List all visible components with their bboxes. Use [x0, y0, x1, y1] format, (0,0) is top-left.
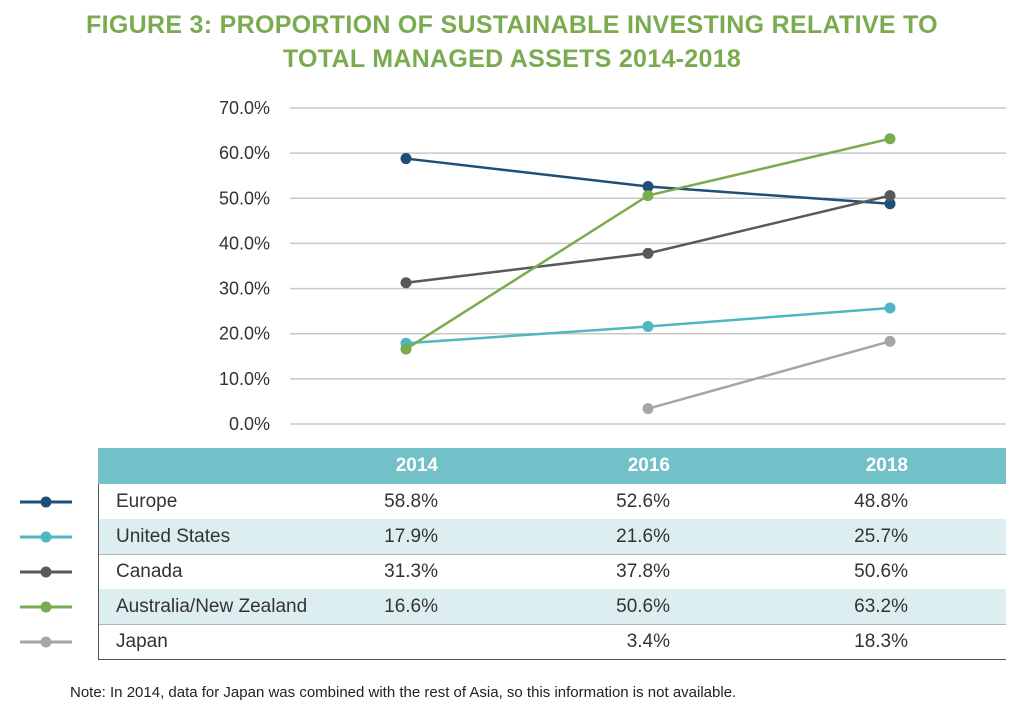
legend-label: United States	[116, 526, 231, 547]
data-label: 52.6%	[616, 491, 670, 512]
y-tick-label: 70.0%	[219, 98, 270, 118]
legend-label: Japan	[116, 631, 168, 652]
table-row: Japan 3.4% 18.3%	[98, 624, 1006, 659]
chart-note: Note: In 2014, data for Japan was combin…	[70, 684, 737, 701]
legend-marker	[20, 496, 72, 508]
table-bottom-border	[98, 659, 1006, 660]
data-label: 50.6%	[616, 596, 670, 617]
data-label: 58.8%	[384, 491, 438, 512]
data-point	[642, 181, 654, 193]
data-point	[400, 153, 412, 165]
data-point	[884, 133, 896, 145]
legend-label: Australia/New Zealand	[116, 596, 308, 617]
data-label	[318, 624, 438, 659]
data-point	[884, 190, 896, 202]
legend-marker	[20, 601, 72, 613]
data-label: 17.9%	[384, 526, 438, 547]
chart-title-line-1: FIGURE 3: PROPORTION OF SUSTAINABLE INVE…	[86, 11, 938, 39]
chart-title: FIGURE 3: PROPORTION OF SUSTAINABLE INVE…	[0, 8, 1024, 76]
data-label: 21.6%	[616, 526, 670, 547]
y-tick-label: 10.0%	[219, 369, 270, 389]
legend-marker	[20, 636, 72, 648]
series-line-2	[405, 194, 891, 284]
data-label: 63.2%	[854, 596, 908, 617]
row-divider	[98, 624, 1006, 625]
data-label: 18.3%	[854, 631, 908, 652]
table-row: Australia/New Zealand 16.6% 50.6% 63.2%	[98, 589, 1006, 624]
data-label: 48.8%	[854, 491, 908, 512]
y-tick-label: 40.0%	[219, 233, 270, 253]
y-tick-label: 50.0%	[219, 188, 270, 208]
table-left-border	[98, 484, 99, 659]
table-header-2016: 2016	[627, 455, 670, 476]
table-header-2014: 2014	[395, 455, 438, 476]
table-row: Europe 58.8% 52.6% 48.8%	[98, 484, 1006, 519]
table-header: 2014 2016 2018	[98, 448, 1006, 484]
data-label: 3.4%	[626, 631, 670, 652]
data-label: 50.6%	[854, 561, 908, 582]
y-tick-label: 0.0%	[229, 414, 270, 434]
series-line-4	[647, 340, 891, 410]
data-point	[884, 198, 896, 210]
data-label: 37.8%	[616, 561, 670, 582]
y-tick-label: 30.0%	[219, 279, 270, 299]
table-row: United States 17.9% 21.6% 25.7%	[98, 519, 1006, 554]
data-point	[400, 343, 412, 355]
y-tick-label: 60.0%	[219, 143, 270, 163]
line-chart: 0.0% 10.0% 20.0% 30.0% 40.0% 50.0% 60.0% 70.0%	[219, 98, 1006, 434]
legend-marker	[20, 531, 72, 543]
data-point	[642, 320, 654, 332]
data-point	[884, 302, 896, 314]
legend-marker	[20, 566, 72, 578]
data-label: 16.6%	[384, 596, 438, 617]
data-label: 25.7%	[854, 526, 908, 547]
legend-label: Europe	[116, 491, 178, 512]
chart-title-line-2: TOTAL MANAGED ASSETS 2014-2018	[282, 45, 742, 73]
data-point	[642, 403, 654, 415]
data-point	[642, 190, 654, 202]
data-point	[884, 335, 896, 347]
row-divider	[98, 554, 1006, 555]
table-header-2018: 2018	[865, 455, 908, 476]
data-point	[400, 277, 412, 289]
y-tick-label: 20.0%	[219, 324, 270, 344]
data-point	[642, 247, 654, 259]
table-row: Canada 31.3% 37.8% 50.6%	[98, 554, 1006, 589]
legend-label: Canada	[116, 561, 183, 582]
data-label: 31.3%	[384, 561, 438, 582]
